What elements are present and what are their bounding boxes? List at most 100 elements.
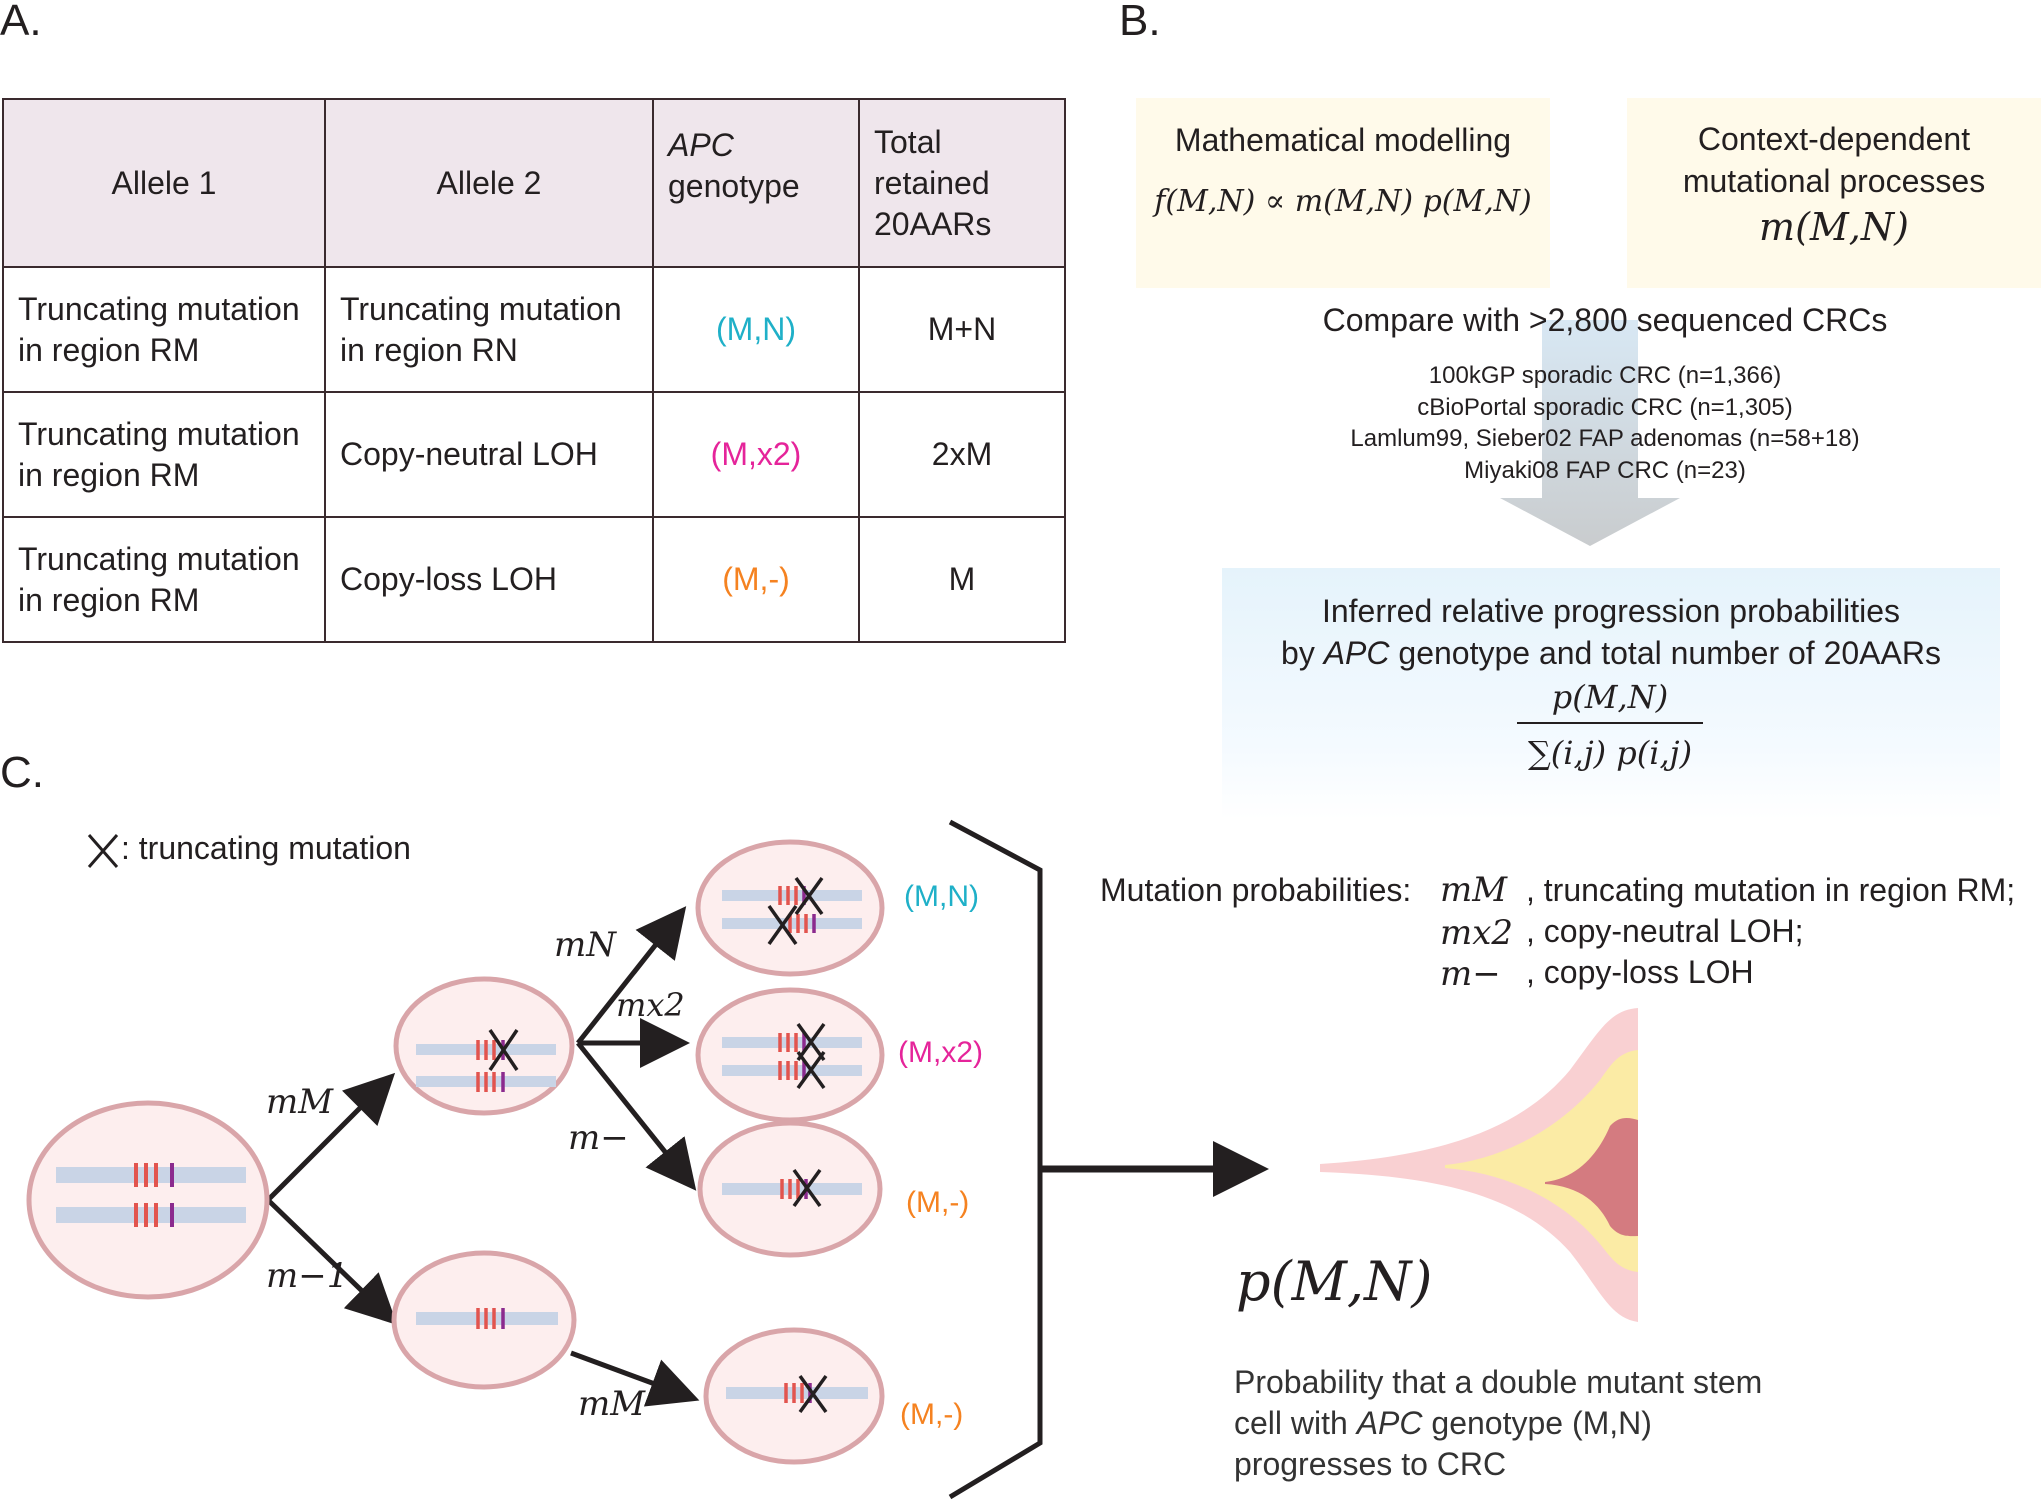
cell-text: Truncating mutation (18, 290, 300, 327)
inferred-title: Inferred relative progression probabilit… (1222, 590, 2000, 674)
cell-text: in region RM (18, 331, 200, 368)
header-total: Total retained 20AARs (858, 98, 1066, 268)
prob-line2-italic: APC (1356, 1405, 1423, 1441)
mutation-prob-desc-mx2: , copy-neutral LOH; (1526, 913, 1804, 949)
header-allele2: Allele 2 (324, 98, 654, 268)
prob-line2-post: genotype (M,N) (1422, 1405, 1652, 1441)
mutational-process-line2: mutational processes (1682, 163, 1986, 199)
edge-label-mN: mN (554, 925, 616, 965)
list-item: cBioPortal sporadic CRC (n=1,305) (1417, 393, 1793, 421)
transition-arrows (266, 906, 1269, 1407)
prob-line3: progresses to CRC (1234, 1446, 1507, 1482)
prob-line2: cell with APC genotype (M,N) (1234, 1403, 1762, 1444)
outcome-label-mminus-2: (M,-) (900, 1398, 964, 1431)
modelling-title: Mathematical modelling (1174, 122, 1512, 158)
header-genotype-italic: APC (668, 127, 734, 163)
table-row: Truncating mutation in region RM Copy-neu… (2, 391, 1066, 518)
cell-allele2: Copy-neutral LOH (324, 391, 654, 518)
edge-label-m-minus1: m−1 (266, 1256, 349, 1296)
header-genotype-rest: genotype (668, 168, 800, 204)
cell-text: in region RM (18, 581, 200, 618)
cell-allele1: Truncating mutation in region RM (2, 266, 326, 393)
table-row: Truncating mutation in region RM Truncati… (2, 266, 1066, 393)
list-item: Miyaki08 FAP CRC (n=23) (1464, 456, 1746, 484)
fraction-numerator: p(M,N) (1551, 678, 1669, 716)
cross-icon (792, 1168, 822, 1208)
cell-allele1: Truncating mutation in region RM (2, 391, 326, 518)
cell-genotype: (M,N) (652, 266, 860, 393)
cell-total: M (858, 516, 1066, 643)
cell-genotype: (M,-) (652, 516, 860, 643)
cell-outcome-mminus-2 (703, 1327, 885, 1465)
cell-allele1: Truncating mutation in region RM (2, 516, 326, 643)
header-total-l3: 20AARs (874, 205, 992, 242)
cell-allele2: Copy-loss LOH (324, 516, 654, 643)
mutation-prob-sym-mx2: mx2 (1440, 913, 1514, 953)
legend-text: : truncating mutation (121, 830, 411, 866)
cross-icon (767, 876, 824, 946)
cell-text: Truncating mutation (18, 415, 300, 452)
panel-label-c: C. (0, 748, 44, 797)
inferred-line1: Inferred relative progression probabilit… (1321, 593, 1901, 629)
list-item: 100kGP sporadic CRC (n=1,366) (1428, 362, 1782, 389)
table-header-row: Allele 1 Allele 2 APC genotype Total ret… (2, 98, 1066, 268)
header-total-l1: Total (874, 123, 942, 160)
cross-icon (796, 1022, 826, 1090)
mutation-probs-label: Mutation probabilities: (1100, 872, 1412, 908)
cell-text: Truncating mutation (18, 540, 300, 577)
inferred-line2-pre: by (1281, 635, 1324, 671)
mutation-prob-desc-mM: , truncating mutation in region RM; (1526, 872, 2016, 908)
compare-text: Compare with >2,800 sequenced CRCs (1322, 302, 1888, 338)
inferred-box (1222, 568, 2000, 820)
outcome-label-mn: (M,N) (904, 880, 979, 913)
cell-genotype: (M,x2) (652, 391, 860, 518)
table-row: Truncating mutation in region RM Copy-los… (2, 516, 1066, 643)
edge-label-mM-bottom: mM (578, 1384, 646, 1424)
prob-line1: Probability that a double mutant stem (1234, 1364, 1763, 1400)
edge-label-m-minus: m− (568, 1118, 629, 1158)
apc-genotype-table: Allele 1 Allele 2 APC genotype Total ret… (2, 98, 1066, 643)
cell-outcome-mx2 (695, 987, 885, 1123)
progression-probability-symbol: p(M,N) (1236, 1250, 1433, 1313)
prob-line2-pre: cell with (1234, 1405, 1357, 1441)
cell-copy-loss (391, 1250, 577, 1390)
cell-total: M+N (858, 266, 1066, 393)
header-genotype: APC genotype (652, 98, 860, 268)
cell-outcome-mminus-1 (697, 1120, 883, 1258)
down-arrow-icon (1500, 320, 1680, 546)
header-total-l2: retained (874, 164, 990, 201)
outcome-label-mminus-1: (M,-) (906, 1186, 970, 1219)
mutation-prob-sym-mminus: m− (1440, 954, 1501, 994)
mutational-process-formula: m(M,N) (1759, 205, 1909, 249)
cell-total: 2xM (858, 391, 1066, 518)
mutational-process-title: Context-dependent mutational processes (1627, 118, 2041, 202)
mutational-process-box (1627, 98, 2041, 288)
cell-wildtype (26, 1100, 270, 1300)
cell-text: Truncating mutation (340, 290, 622, 327)
cell-text: in region RN (340, 331, 518, 368)
arrow-mM-top (266, 1072, 396, 1202)
progression-probability-text: Probability that a double mutant stem ce… (1234, 1362, 1762, 1485)
cell-allele2: Truncating mutation in region RN (324, 266, 654, 393)
tumor-progression-icon (1320, 1008, 1638, 1322)
bracket (948, 819, 1043, 1500)
cross-icon (488, 1029, 519, 1071)
mutation-prob-desc-mminus: , copy-loss LOH (1526, 954, 1754, 990)
mutational-process-line1: Context-dependent (1697, 121, 1971, 157)
modelling-box (1136, 98, 1550, 288)
panel-label-a: A. (0, 0, 42, 45)
header-allele1: Allele 1 (2, 98, 326, 268)
arrow-m-minus1 (266, 1198, 398, 1325)
cross-icon (798, 1374, 828, 1414)
fraction-denominator: ∑(i,j) p(i,j) (1527, 734, 1693, 772)
list-item: Lamlum99, Sieber02 FAP adenomas (n=58+18… (1350, 425, 1860, 452)
arrow-mN (576, 906, 687, 1045)
modelling-formula: f(M,N) ∝ m(M,N) p(M,N) (1154, 184, 1532, 219)
cell-single-mutant (393, 976, 575, 1116)
inferred-line2-post: genotype and total number of 20AARs (1389, 635, 1941, 671)
cell-outcome-mn (695, 839, 885, 977)
outcome-label-mx2: (M,x2) (898, 1036, 983, 1069)
edge-label-mx2: mx2 (616, 986, 685, 1024)
mutation-prob-sym-mM: mM (1440, 870, 1508, 910)
inferred-line2-italic: APC (1323, 635, 1390, 671)
